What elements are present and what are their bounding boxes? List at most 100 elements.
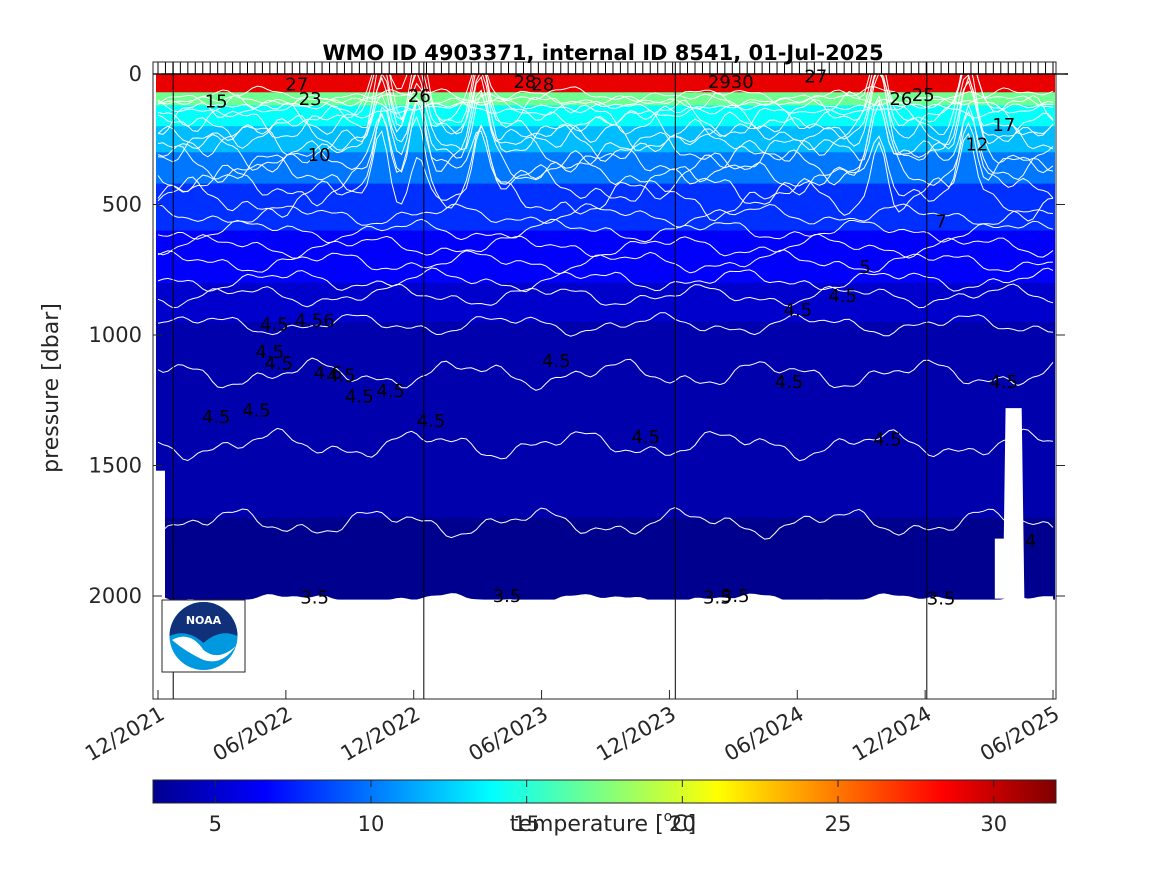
contour-line [157, 267, 1054, 293]
contour-line [157, 312, 1054, 337]
y-tick-label: 1000 [89, 323, 142, 347]
y-axis-label: pressure [dbar] [39, 303, 64, 473]
contour-line [157, 124, 1054, 222]
colorbar-ticks: 5 10 15 20 25 30 [209, 780, 1007, 836]
y-axis: 0 500 1000 1500 2000 [89, 62, 1065, 608]
x-tick-label: 12/2023 [592, 702, 680, 766]
temperature-layer [156, 321, 1055, 519]
contour-label: 4.5 [542, 351, 571, 372]
plot-frame [152, 61, 1057, 700]
contour-line [157, 62, 1054, 149]
contour-label: 10 [308, 145, 331, 166]
contour-line [157, 218, 1054, 244]
y-tick-label: 0 [129, 62, 142, 86]
colorbar: 5 10 15 20 25 30 temperature [oC] [152, 779, 1057, 837]
contour-label: 3.5 [300, 587, 329, 608]
chart-title: WMO ID 4903371, internal ID 8541, 01-Jul… [322, 41, 883, 65]
colorbar-gradient [152, 779, 1057, 804]
gap-right [994, 408, 1025, 599]
colorbar-label: temperature [oC] [510, 809, 696, 837]
contour-line [157, 62, 1054, 163]
temperature-layer [156, 282, 1055, 323]
colorbar-tick-label: 15 [513, 812, 540, 836]
contour-label: 3.5 [493, 586, 522, 607]
colorbar-tick-label: 5 [209, 812, 222, 836]
temperature-layer [156, 183, 1055, 232]
y-tick-label: 2000 [89, 584, 142, 608]
contour-label: 2930 [708, 72, 754, 93]
contour-label: 4 [1025, 531, 1036, 552]
contour-label: 25 [912, 85, 935, 106]
colorbar-tick-label: 20 [669, 812, 696, 836]
x-tick-label: 06/2025 [976, 702, 1064, 766]
temperature-layer [156, 152, 1055, 185]
x-tick-label: 06/2024 [720, 702, 808, 766]
contour-label: 4.5 [242, 401, 271, 422]
gap-bottom [153, 593, 1056, 699]
contour-label: 28 [513, 72, 536, 93]
contour-label: 15 [205, 91, 228, 112]
temperature-field [156, 74, 1055, 600]
temperature-layer [156, 126, 1055, 154]
contour-label: 3.5 [927, 589, 956, 610]
contour-line [157, 427, 1054, 462]
contour-line [157, 62, 1054, 136]
colorbar-tick-label: 10 [358, 812, 385, 836]
contour-label: 4.5 [260, 315, 289, 336]
colorbar-tick-label: 25 [825, 812, 852, 836]
contour-label: 27 [804, 67, 827, 88]
contour-label: 4.5 [784, 300, 813, 321]
x-axis: 12/2021 06/2022 12/2022 06/2023 12/2023 06/20… [81, 690, 1064, 766]
x-tick-label: 12/2022 [337, 702, 425, 766]
contour-line [157, 95, 1054, 196]
svg-text:NOAA: NOAA [186, 614, 222, 627]
y-tick-label: 1500 [89, 454, 142, 478]
contour-label: 4.5 [417, 411, 446, 432]
contour-lines [157, 62, 1054, 540]
contour-label: 4.5 [345, 386, 374, 407]
noaa-logo: NOAA [161, 599, 246, 673]
x-tick-label: 12/2021 [81, 702, 169, 766]
contour-line [157, 62, 1054, 143]
contour-label: 4.5 [873, 429, 902, 450]
contour-line [157, 233, 1054, 259]
contour-label: 4.5 [265, 354, 294, 375]
contour-label: 3.5 [703, 587, 732, 608]
contour-label: 4.5 [775, 372, 804, 393]
contour-line [157, 203, 1054, 228]
contour-label: 4.5 [828, 286, 857, 307]
contour-label: 5 [859, 257, 870, 278]
contour-line [157, 85, 1054, 107]
contour-label: 23 [299, 89, 322, 110]
contour-line [157, 62, 1054, 158]
contour-label: 4.56 [295, 311, 335, 332]
contour-line [157, 97, 1053, 119]
contour-label: 26 [889, 89, 912, 110]
contour-label: 4.5 [327, 365, 356, 386]
data-gaps [153, 408, 1056, 699]
x-tick-label: 12/2024 [848, 702, 936, 766]
contour-line [157, 357, 1054, 391]
contour-line [157, 89, 1054, 186]
contour-label: 3.5 [721, 586, 750, 607]
y-tick-label: 500 [102, 193, 142, 217]
contour-label: 12 [965, 134, 988, 155]
contour-label: 4.5 [631, 427, 660, 448]
x-tick-label: 06/2023 [465, 702, 553, 766]
colorbar-tick-label: 30 [980, 812, 1007, 836]
contour-line [157, 506, 1054, 540]
contour-label: 4.5 [256, 342, 285, 363]
contour-label: 28 [531, 74, 554, 95]
contour-label: 17 [992, 115, 1015, 136]
contour-label: 4.6 [314, 363, 343, 384]
x-tick-label: 06/2022 [209, 702, 297, 766]
contour-label: 4.5 [989, 372, 1018, 393]
contour-line [157, 249, 1054, 275]
contour-line [157, 73, 1054, 173]
contour-label: 4.5 [202, 407, 231, 428]
contour-label: 26 [408, 86, 431, 107]
contour-label: 7 [935, 211, 946, 232]
